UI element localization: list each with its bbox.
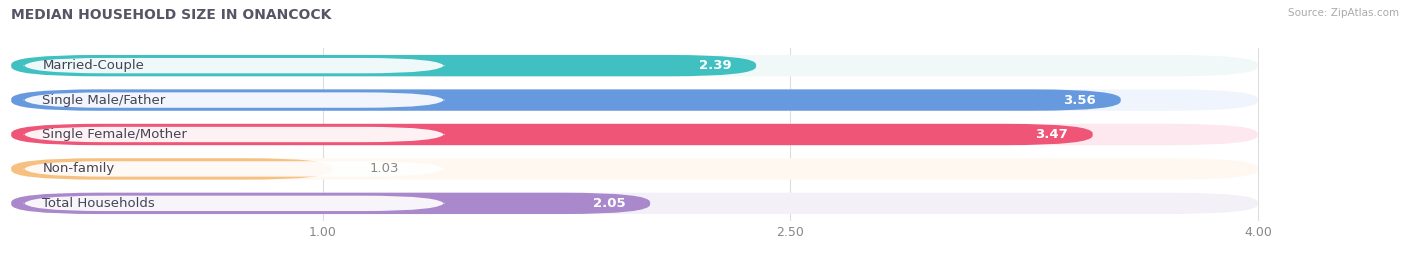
FancyBboxPatch shape — [24, 127, 444, 142]
FancyBboxPatch shape — [11, 55, 756, 76]
FancyBboxPatch shape — [24, 58, 444, 73]
Text: Married-Couple: Married-Couple — [42, 59, 145, 72]
FancyBboxPatch shape — [11, 158, 332, 180]
Text: Non-family: Non-family — [42, 162, 115, 175]
FancyBboxPatch shape — [11, 124, 1258, 145]
FancyBboxPatch shape — [11, 89, 1121, 111]
Text: Source: ZipAtlas.com: Source: ZipAtlas.com — [1288, 8, 1399, 18]
Text: 2.05: 2.05 — [592, 197, 626, 210]
Text: MEDIAN HOUSEHOLD SIZE IN ONANCOCK: MEDIAN HOUSEHOLD SIZE IN ONANCOCK — [11, 8, 332, 22]
FancyBboxPatch shape — [24, 92, 444, 108]
FancyBboxPatch shape — [24, 196, 444, 211]
FancyBboxPatch shape — [24, 161, 444, 177]
Text: Total Households: Total Households — [42, 197, 155, 210]
Text: Single Female/Mother: Single Female/Mother — [42, 128, 187, 141]
FancyBboxPatch shape — [11, 193, 1258, 214]
Text: 1.03: 1.03 — [370, 162, 399, 175]
Text: 3.47: 3.47 — [1035, 128, 1067, 141]
FancyBboxPatch shape — [11, 124, 1092, 145]
Text: Single Male/Father: Single Male/Father — [42, 94, 166, 107]
Text: 2.39: 2.39 — [699, 59, 731, 72]
FancyBboxPatch shape — [11, 158, 1258, 180]
FancyBboxPatch shape — [11, 55, 1258, 76]
FancyBboxPatch shape — [11, 89, 1258, 111]
FancyBboxPatch shape — [11, 193, 650, 214]
Text: 3.56: 3.56 — [1063, 94, 1095, 107]
